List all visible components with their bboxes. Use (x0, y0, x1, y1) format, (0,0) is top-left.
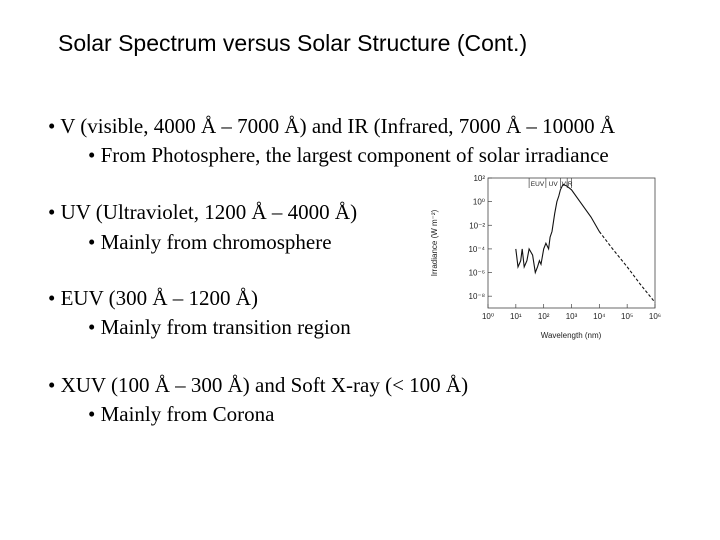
x-axis-label: Wavelength (nm) (541, 331, 602, 340)
sub-bullet-transition-region: • Mainly from transition region (88, 315, 351, 339)
y-tick-label: 10⁰ (473, 198, 485, 207)
sub-bullet-corona: • Mainly from Corona (88, 402, 275, 426)
x-tick-label: 10³ (566, 312, 578, 321)
y-tick-label: 10⁻² (469, 221, 485, 230)
band-label: UV (549, 181, 559, 188)
y-tick-label: 10² (473, 174, 485, 183)
bullet-visible-ir: • V (visible, 4000 Å – 7000 Å) and IR (I… (48, 114, 616, 138)
x-tick-label: 10⁴ (593, 312, 606, 321)
y-axis-label: Irradiance (W m⁻²) (430, 209, 439, 276)
spectrum-line (515, 183, 600, 275)
x-tick-label: 10² (538, 312, 550, 321)
spectrum-line (598, 231, 656, 303)
sub-bullet-chromosphere: • Mainly from chromosphere (88, 230, 332, 254)
x-tick-label: 10⁵ (621, 312, 633, 321)
slide-title: Solar Spectrum versus Solar Structure (C… (58, 30, 528, 56)
band-label: IR (566, 181, 573, 188)
y-tick-label: 10⁻⁸ (469, 292, 486, 301)
y-tick-label: 10⁻⁶ (469, 269, 485, 278)
y-tick-label: 10⁻⁴ (468, 245, 485, 254)
sub-bullet-photosphere: • From Photosphere, the largest componen… (88, 143, 609, 167)
x-tick-label: 10¹ (510, 312, 522, 321)
bullet-uv: • UV (Ultraviolet, 1200 Å – 4000 Å) (48, 200, 358, 224)
bullet-euv: • EUV (300 Å – 1200 Å) (48, 286, 258, 310)
x-tick-label: 10⁰ (482, 312, 494, 321)
x-tick-label: 10⁶ (649, 312, 661, 321)
band-label: EUV (531, 181, 545, 188)
bullet-xuv: • XUV (100 Å – 300 Å) and Soft X-ray (< … (48, 373, 469, 397)
plot-frame (487, 177, 656, 309)
